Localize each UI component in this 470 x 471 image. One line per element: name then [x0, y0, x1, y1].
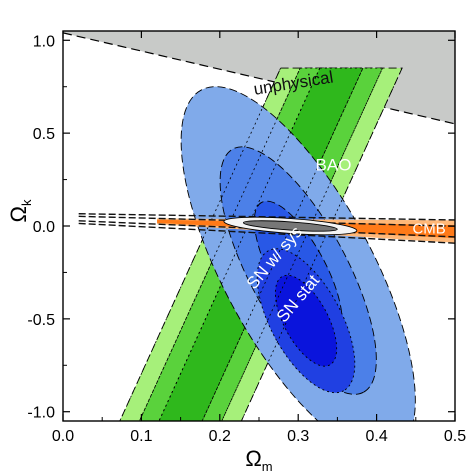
x-tick-label-1: 0.1: [130, 428, 152, 445]
cmb-edge-4: [78, 222, 455, 244]
y-tick-label-3: -0.5: [27, 312, 55, 329]
y-tick-label-4: -1.0: [27, 405, 55, 422]
sn-stat-contour-2: [274, 274, 338, 367]
annotation-cmb: CMB: [412, 220, 445, 237]
plot-area: [63, 31, 455, 421]
y-tick-label-1: 0.5: [33, 126, 55, 143]
annotation-bao: BAO: [316, 155, 352, 174]
axes: 0.0 0.1 0.2 0.3 0.4 0.5 1.0 0.5 0.0 -0.5 -1.0 Ωm Ωk: [6, 30, 466, 471]
x-tick-label-2: 0.2: [209, 428, 231, 445]
y-tick-label-0: 1.0: [33, 33, 55, 50]
x-axis-title: Ωm: [245, 446, 272, 471]
x-tick-label-0: 0.0: [52, 428, 74, 445]
cmb-edge-2: [78, 220, 455, 238]
x-tick-label-3: 0.3: [287, 428, 309, 445]
cmb-edge-3: [78, 213, 455, 221]
y-axis-title: Ωk: [6, 199, 34, 222]
y-tick-label-2: 0.0: [33, 219, 55, 236]
x-tick-label-5: 0.5: [444, 428, 466, 445]
combined-contour-2: [242, 220, 338, 232]
cmb-edge-1: [78, 215, 455, 227]
x-tick-label-4: 0.4: [365, 428, 387, 445]
unphysical-boundary: [63, 32, 455, 125]
